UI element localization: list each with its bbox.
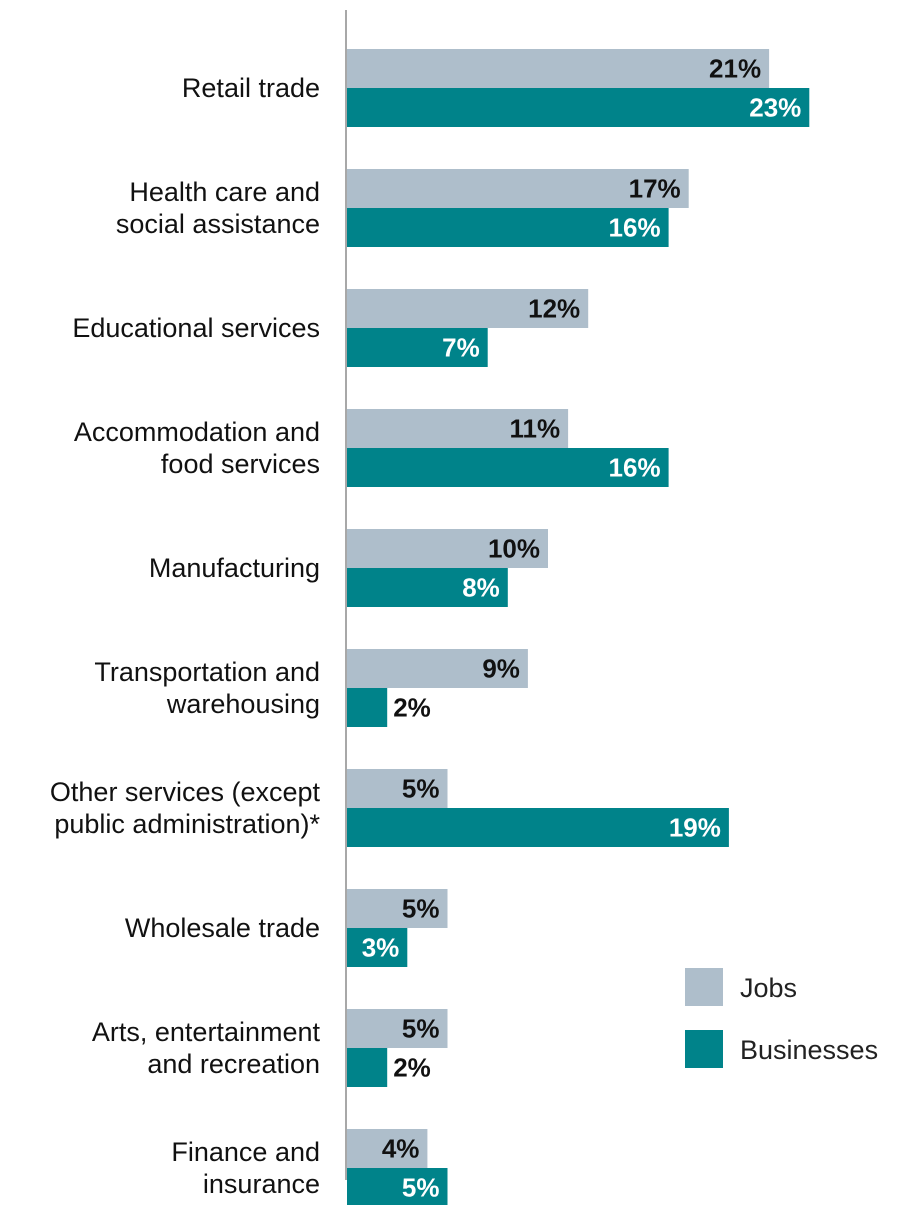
- value-label-jobs: 5%: [402, 894, 440, 924]
- value-label-jobs: 10%: [488, 534, 540, 564]
- legend-swatch-businesses: [685, 1030, 723, 1068]
- bar-businesses: [347, 208, 669, 247]
- legend-swatch-jobs: [685, 968, 723, 1006]
- bar-businesses: [347, 568, 508, 607]
- value-label-jobs: 5%: [402, 774, 440, 804]
- value-label-jobs: 5%: [402, 1014, 440, 1044]
- bar-businesses: [347, 1168, 448, 1207]
- bar-jobs: [347, 1009, 448, 1048]
- value-label-businesses: 2%: [393, 1053, 431, 1083]
- category-label: Wholesale trade: [125, 913, 320, 943]
- value-label-jobs: 11%: [509, 414, 560, 444]
- bar-jobs: [347, 889, 448, 928]
- category-label: Manufacturing: [149, 553, 320, 583]
- bar-jobs: [347, 649, 528, 688]
- labels-layer: Retail trade 21% 23% Health care and social …: [50, 54, 801, 1203]
- category-label: Arts, entertainment and recreation: [92, 1017, 321, 1079]
- value-label-businesses: 19%: [669, 813, 721, 843]
- bar-businesses: [347, 688, 388, 727]
- bar-jobs: [347, 409, 569, 448]
- value-label-businesses: 16%: [609, 453, 661, 483]
- value-label-jobs: 17%: [629, 174, 681, 204]
- category-label: Health care and social assistance: [116, 177, 320, 239]
- category-label: Accommodation and food services: [74, 417, 320, 479]
- bar-jobs: [347, 529, 548, 568]
- category-label: Transportation and warehousing: [94, 657, 320, 719]
- value-label-businesses: 7%: [442, 333, 480, 363]
- legend-label-jobs: Jobs: [740, 973, 797, 1003]
- bar-jobs: [347, 1129, 428, 1168]
- value-label-jobs: 21%: [709, 54, 761, 84]
- bar-businesses: [347, 328, 488, 367]
- legend-label-businesses: Businesses: [740, 1035, 878, 1065]
- bar-businesses: [347, 448, 669, 487]
- bar-businesses: [347, 928, 408, 967]
- category-label: Other services (except public administrat…: [50, 777, 321, 839]
- value-label-jobs: 12%: [528, 294, 580, 324]
- value-label-businesses: 3%: [362, 933, 400, 963]
- legend: Jobs Businesses: [685, 968, 878, 1068]
- bar-businesses: [347, 1048, 388, 1087]
- value-label-businesses: 2%: [393, 693, 431, 723]
- value-label-jobs: 4%: [382, 1134, 420, 1164]
- bar-jobs: [347, 769, 448, 808]
- value-label-businesses: 23%: [749, 93, 801, 123]
- bar-jobs: [347, 289, 589, 328]
- bars-layer: [347, 49, 810, 1207]
- value-label-businesses: 5%: [402, 1173, 440, 1203]
- bar-jobs: [347, 49, 770, 88]
- value-label-businesses: 16%: [609, 213, 661, 243]
- bar-jobs: [347, 169, 689, 208]
- value-label-jobs: 9%: [482, 654, 520, 684]
- category-label: Finance and insurance: [171, 1137, 320, 1199]
- bar-businesses: [347, 808, 729, 847]
- value-label-businesses: 8%: [462, 573, 500, 603]
- bar-businesses: [347, 88, 810, 127]
- category-label: Educational services: [72, 313, 320, 343]
- category-label: Retail trade: [182, 73, 320, 103]
